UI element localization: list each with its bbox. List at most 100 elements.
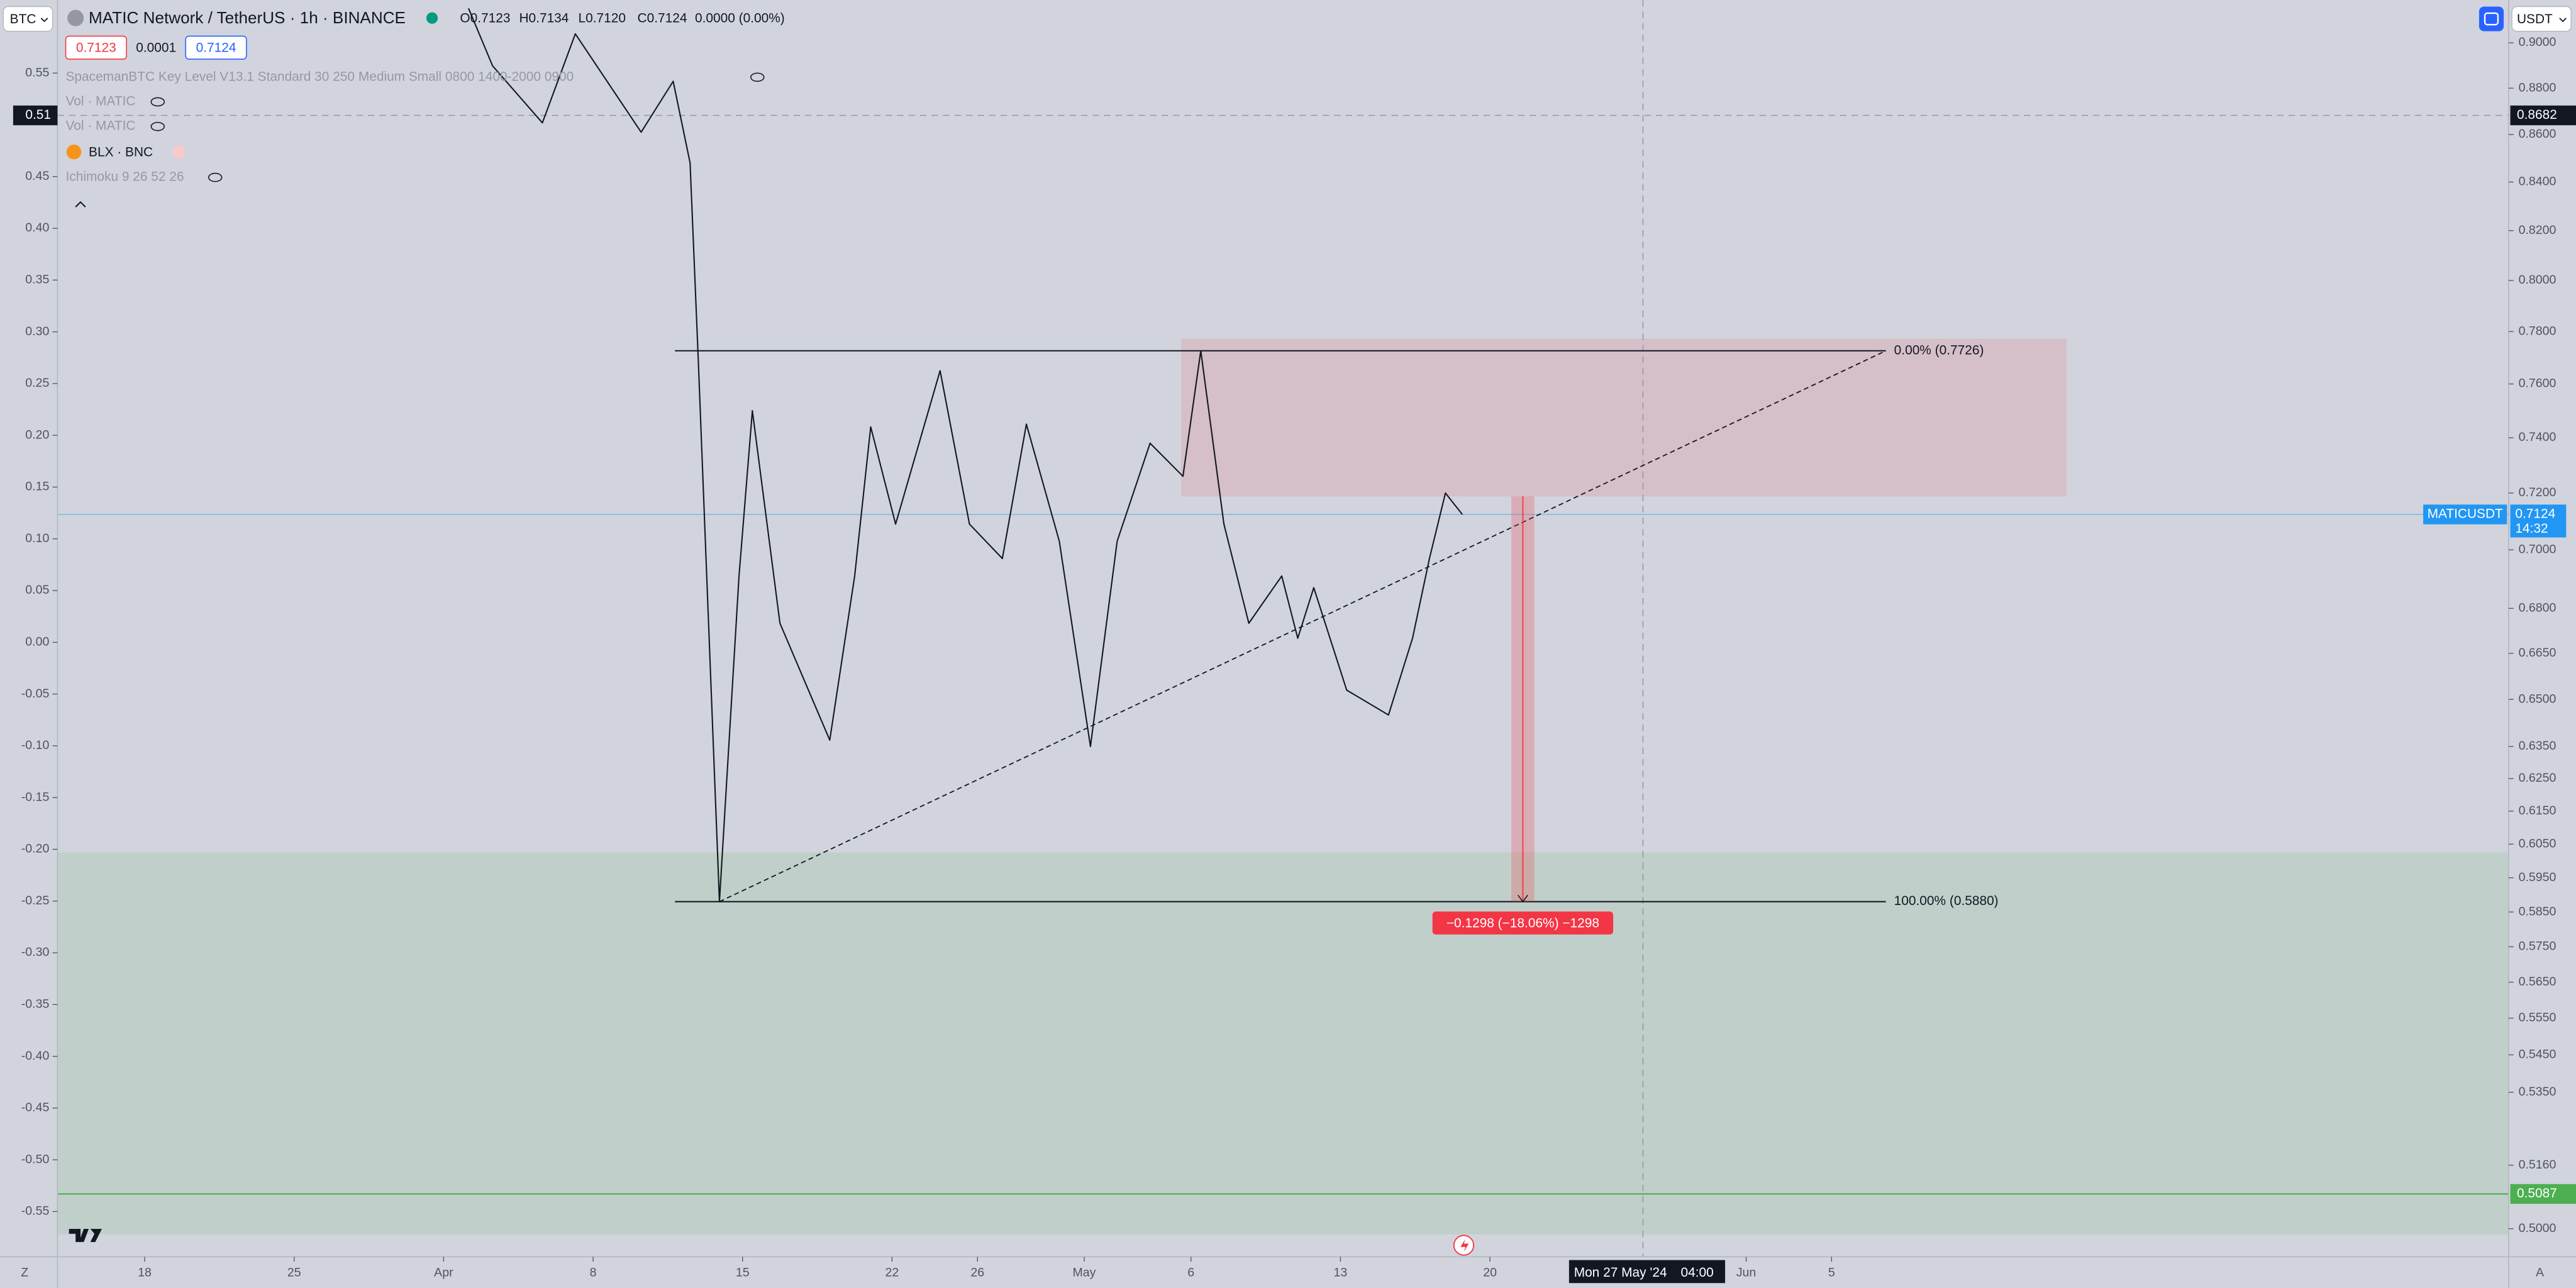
y-tick-label: 0.9000 bbox=[2519, 35, 2557, 49]
y-tick-label: 0.8600 bbox=[2519, 127, 2557, 141]
spread: 0.0001 bbox=[136, 41, 176, 55]
last-price: 0.7124 bbox=[2515, 507, 2555, 521]
y-tick-label: 0.6150 bbox=[2519, 804, 2557, 818]
ask-price[interactable]: 0.7124 bbox=[196, 41, 236, 55]
y-tick-label: 0.5350 bbox=[2519, 1085, 2557, 1099]
sell-button[interactable] bbox=[65, 35, 127, 60]
indicator-label[interactable]: BLX · BNC bbox=[89, 145, 153, 159]
sync-button[interactable] bbox=[2479, 6, 2504, 31]
crosshair-date: Mon 27 May '24 bbox=[1574, 1265, 1667, 1280]
y-tick-label: 0.7800 bbox=[2519, 324, 2557, 338]
y2-tick-label: -0.50 bbox=[21, 1152, 50, 1166]
y2-tick-label: 0.35 bbox=[25, 272, 49, 286]
currency-button-label[interactable]: USDT bbox=[2517, 12, 2553, 26]
y2-tick-label: -0.45 bbox=[21, 1101, 50, 1114]
y-tick-label: 0.7000 bbox=[2519, 542, 2557, 556]
x-tick-label: Apr bbox=[434, 1266, 453, 1280]
x-tick-label: 8 bbox=[590, 1266, 597, 1280]
warning-icon bbox=[172, 145, 186, 159]
fib-label: 0.00% (0.7726) bbox=[1894, 343, 1984, 357]
collapse-arrow[interactable] bbox=[75, 201, 86, 208]
green-line-price: 0.5087 bbox=[2517, 1186, 2557, 1201]
y2-tick-label: -0.20 bbox=[21, 842, 50, 856]
zone bbox=[57, 852, 2509, 1235]
ohlc-low: L0.7120 bbox=[579, 11, 626, 26]
y2-tick-label: 0.30 bbox=[25, 325, 49, 338]
bid-price[interactable]: 0.7123 bbox=[76, 41, 116, 55]
y-tick-label: 0.5450 bbox=[2519, 1047, 2557, 1061]
price-line bbox=[468, 8, 1463, 902]
symbol-button-label[interactable]: BTC bbox=[10, 12, 36, 26]
y2-tick-label: 0.40 bbox=[25, 221, 49, 235]
y2-tick-label: -0.40 bbox=[21, 1049, 50, 1063]
y2-tick-label: 0.25 bbox=[25, 376, 49, 390]
indicator-label[interactable]: SpacemanBTC Key Level V13.1 Standard 30 … bbox=[65, 69, 574, 84]
y2-tick-label: -0.15 bbox=[21, 790, 50, 804]
crosshair-price-badge bbox=[2510, 105, 2576, 126]
y-tick-label: 0.5850 bbox=[2519, 904, 2557, 918]
indicator-label[interactable]: Vol · MATIC bbox=[65, 94, 135, 108]
ohlc-change: 0.0000 (0.00%) bbox=[695, 11, 785, 26]
zone bbox=[1181, 338, 2067, 497]
y-tick-label: 0.7600 bbox=[2519, 377, 2557, 391]
y-tick-label: 0.7400 bbox=[2519, 430, 2557, 444]
y2-tick-label: 0.45 bbox=[25, 169, 49, 183]
x-tick-label: 13 bbox=[1334, 1266, 1348, 1280]
indicator-label[interactable]: Ichimoku 9 26 52 26 bbox=[65, 170, 184, 184]
indicator-label[interactable]: Vol · MATIC bbox=[65, 119, 135, 133]
x-tick-label: 15 bbox=[736, 1266, 750, 1280]
measure-label: −0.1298 (−18.06%) −1298 bbox=[1446, 916, 1599, 930]
y-tick-label: 0.6650 bbox=[2519, 646, 2557, 660]
currency-button[interactable] bbox=[2511, 6, 2572, 32]
buy-button[interactable] bbox=[185, 35, 247, 60]
events-bolt bbox=[1460, 1238, 1469, 1252]
y2-tick-label: 0.15 bbox=[25, 480, 49, 494]
symbol-logo bbox=[67, 9, 84, 26]
y-tick-label: 0.5950 bbox=[2519, 870, 2557, 884]
crosshair-price: 0.8682 bbox=[2517, 108, 2557, 122]
y2-tick-label: -0.05 bbox=[21, 687, 50, 701]
ohlc-open: O0.7123 bbox=[460, 11, 510, 26]
sync-icon bbox=[2484, 12, 2499, 26]
plot-area bbox=[57, 0, 2509, 1257]
market-status bbox=[426, 12, 438, 24]
z-button[interactable]: Z bbox=[21, 1266, 28, 1280]
y-tick-label: 0.6350 bbox=[2519, 739, 2557, 753]
eye-icons bbox=[150, 72, 765, 182]
auto-button[interactable]: A bbox=[2536, 1266, 2545, 1280]
y-tick-label: 0.5000 bbox=[2519, 1221, 2557, 1235]
y-tick-label: 0.5650 bbox=[2519, 975, 2557, 989]
trendline bbox=[719, 350, 1887, 902]
chevron bbox=[2559, 18, 2567, 23]
x-tick-label: May bbox=[1072, 1266, 1096, 1280]
ohlc-close: C0.7124 bbox=[638, 11, 687, 26]
y-tick-label: 0.6800 bbox=[2519, 601, 2557, 614]
measure-label-bg bbox=[1432, 911, 1614, 935]
y-tick-label: 0.5160 bbox=[2519, 1158, 2557, 1172]
legend-title[interactable]: MATIC Network / TetherUS · 1h · BINANCE bbox=[89, 8, 406, 27]
y-tick-label: 0.8200 bbox=[2519, 223, 2557, 237]
y-tick-label: 0.6250 bbox=[2519, 771, 2557, 785]
y-tick-label: 0.8800 bbox=[2519, 80, 2557, 94]
symbol-tag: MATICUSDT bbox=[2428, 507, 2503, 521]
y-tick-label: 0.7200 bbox=[2519, 486, 2557, 499]
x-tick-label: 18 bbox=[138, 1266, 152, 1280]
y2-tick-label: -0.30 bbox=[21, 945, 50, 959]
tv-logo[interactable] bbox=[69, 1228, 102, 1242]
crosshair-time-badge bbox=[1568, 1260, 1726, 1284]
symbol-button[interactable] bbox=[3, 6, 53, 32]
measure-arrowhead bbox=[1517, 894, 1528, 902]
blx-logo bbox=[66, 144, 82, 160]
y-tick-label: 0.8000 bbox=[2519, 273, 2557, 287]
crosshair-time: 04:00 bbox=[1680, 1265, 1713, 1280]
crosshair-left-value: 0.51 bbox=[25, 108, 51, 122]
y2-tick-label: -0.25 bbox=[21, 894, 50, 908]
overlay: 0.00% (0.7726) 100.00% (0.5880) −0.1298 (−… bbox=[13, 35, 2576, 1284]
green-line-badge bbox=[2510, 1184, 2576, 1204]
ohlc-high: H0.7134 bbox=[519, 11, 569, 26]
x-tick-label: 26 bbox=[970, 1266, 984, 1280]
x-tick-label: 25 bbox=[287, 1266, 301, 1280]
